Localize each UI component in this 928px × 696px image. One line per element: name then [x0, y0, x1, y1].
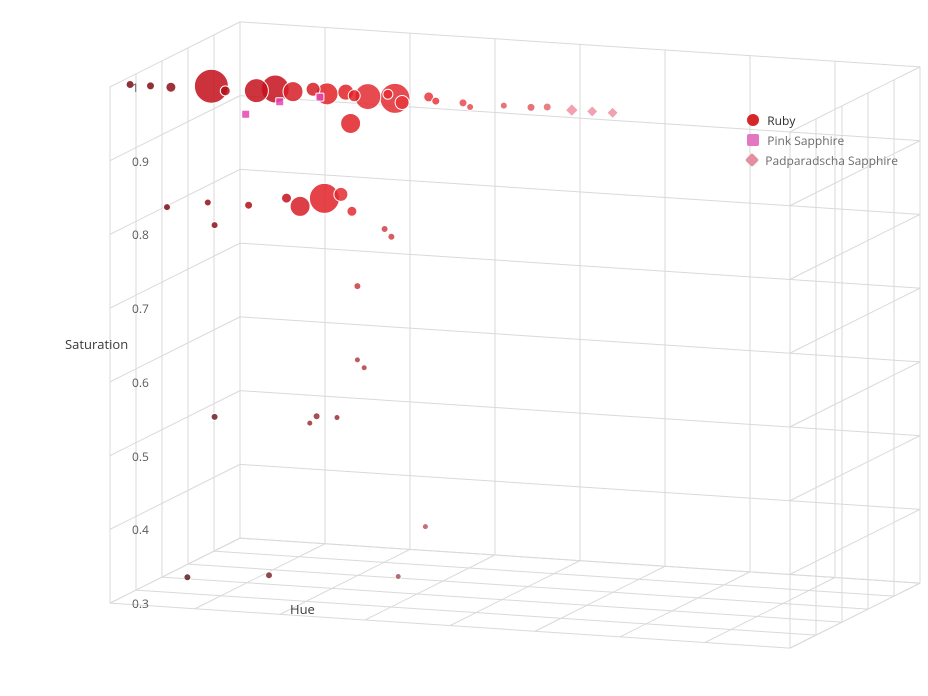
- data-point[interactable]: [381, 225, 388, 232]
- data-point[interactable]: [361, 365, 367, 371]
- data-point[interactable]: [432, 97, 440, 105]
- tick-label-saturation: 0.3: [132, 595, 149, 612]
- data-point[interactable]: [166, 82, 176, 92]
- data-point[interactable]: [184, 574, 191, 581]
- tick-label-saturation: 0.4: [132, 521, 149, 538]
- data-point[interactable]: [307, 420, 313, 426]
- data-point[interactable]: [467, 104, 474, 111]
- data-point[interactable]: [266, 572, 273, 579]
- legend: Ruby Pink Sapphire Padparadscha Sapphire: [747, 110, 898, 170]
- data-point[interactable]: [244, 79, 268, 103]
- data-point[interactable]: [354, 357, 360, 363]
- data-point[interactable]: [245, 201, 253, 209]
- tick-label-saturation: 0.7: [132, 300, 149, 317]
- data-point[interactable]: [587, 106, 598, 117]
- axis-label-hue: Hue: [290, 600, 315, 618]
- legend-label-padparadscha: Padparadscha Sapphire: [765, 152, 898, 169]
- data-point[interactable]: [276, 98, 284, 106]
- data-point[interactable]: [348, 90, 360, 102]
- data-point[interactable]: [347, 206, 357, 216]
- data-point[interactable]: [422, 524, 428, 530]
- data-point[interactable]: [211, 222, 218, 229]
- data-point[interactable]: [334, 415, 340, 421]
- data-point[interactable]: [500, 102, 507, 109]
- data-point[interactable]: [283, 82, 303, 102]
- data-point[interactable]: [316, 93, 324, 101]
- data-point[interactable]: [395, 573, 401, 579]
- data-point[interactable]: [607, 107, 618, 118]
- axis-label-saturation: Saturation: [65, 335, 128, 353]
- legend-item-pink-sapphire[interactable]: Pink Sapphire: [747, 130, 898, 150]
- data-point[interactable]: [220, 86, 230, 96]
- data-point[interactable]: [383, 89, 393, 99]
- data-point[interactable]: [290, 196, 310, 216]
- tick-label-saturation: 0.6: [132, 374, 149, 391]
- data-point[interactable]: [341, 113, 361, 133]
- tick-label-saturation: 0.5: [132, 448, 149, 465]
- legend-label-pink-sapphire: Pink Sapphire: [767, 132, 844, 149]
- tick-label-saturation: 1: [132, 79, 139, 96]
- tick-label-saturation: 0.8: [132, 226, 149, 243]
- data-point[interactable]: [147, 82, 155, 90]
- data-point[interactable]: [459, 99, 467, 107]
- data-point[interactable]: [388, 233, 395, 240]
- data-point[interactable]: [211, 413, 218, 420]
- data-point[interactable]: [543, 103, 551, 111]
- data-point[interactable]: [334, 187, 348, 201]
- data-point[interactable]: [204, 199, 211, 206]
- data-point[interactable]: [313, 413, 320, 420]
- data-point[interactable]: [282, 193, 292, 203]
- legend-swatch-pink-sapphire: [747, 134, 759, 146]
- chart-3d-scatter: Saturation Hue 0.3 0.4 0.5 0.6 0.7 0.8 0.9 1 Ru…: [0, 0, 928, 696]
- data-point[interactable]: [565, 104, 578, 117]
- legend-label-ruby: Ruby: [767, 112, 795, 129]
- plot-svg[interactable]: [0, 0, 928, 696]
- data-point[interactable]: [164, 204, 171, 211]
- data-point[interactable]: [527, 103, 535, 111]
- legend-swatch-padparadscha: [745, 153, 759, 167]
- data-point[interactable]: [354, 283, 361, 290]
- legend-item-ruby[interactable]: Ruby: [747, 110, 898, 130]
- data-point[interactable]: [242, 110, 250, 118]
- tick-label-saturation: 0.9: [132, 153, 149, 170]
- legend-swatch-ruby: [747, 114, 759, 126]
- legend-item-padparadscha[interactable]: Padparadscha Sapphire: [747, 150, 898, 170]
- data-point[interactable]: [395, 96, 409, 110]
